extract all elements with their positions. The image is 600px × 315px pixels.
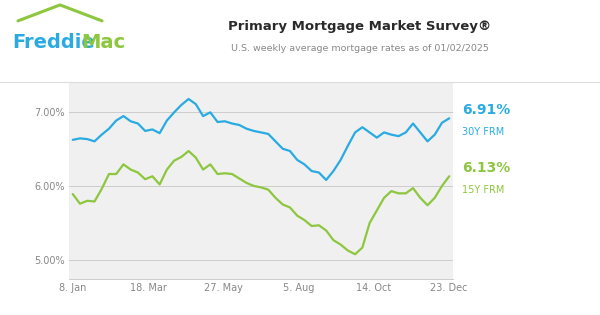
Text: 15Y FRM: 15Y FRM	[462, 186, 505, 195]
Text: U.S. weekly average mortgage rates as of 01/02/2025: U.S. weekly average mortgage rates as of…	[231, 44, 489, 53]
Text: 6.13%: 6.13%	[462, 161, 510, 175]
Text: 30Y FRM: 30Y FRM	[462, 128, 504, 137]
Text: 6.91%: 6.91%	[462, 103, 510, 117]
Text: Primary Mortgage Market Survey®: Primary Mortgage Market Survey®	[229, 20, 491, 33]
Text: Freddie: Freddie	[12, 33, 95, 52]
Text: Mac: Mac	[81, 33, 125, 52]
